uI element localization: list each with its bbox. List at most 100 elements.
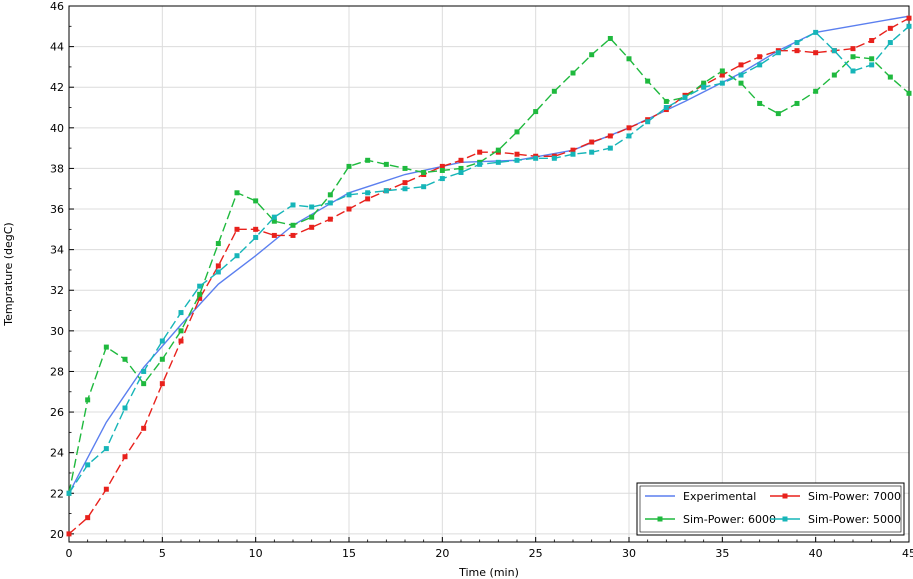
x-tick-label: 15: [342, 547, 356, 560]
data-point: [775, 50, 781, 56]
data-point: [439, 176, 445, 182]
data-point: [533, 155, 539, 161]
data-point: [365, 190, 371, 196]
data-point: [458, 169, 464, 175]
data-point: [253, 226, 259, 232]
data-point: [271, 232, 277, 238]
data-point: [365, 157, 371, 163]
data-point: [290, 202, 296, 208]
data-point: [589, 52, 595, 58]
y-tick-label: 26: [50, 406, 64, 419]
data-point: [290, 222, 296, 228]
x-tick-label: 5: [159, 547, 166, 560]
legend-label: Experimental: [683, 490, 756, 503]
data-point: [458, 157, 464, 163]
data-point: [626, 133, 632, 139]
data-point: [589, 139, 595, 145]
y-axis-title: Temprature (degC): [2, 222, 15, 326]
data-point: [197, 283, 203, 289]
series-sim-power-5000: [66, 23, 912, 496]
x-tick-label: 20: [435, 547, 449, 560]
x-tick-label: 35: [715, 547, 729, 560]
data-point: [178, 338, 184, 344]
data-point: [495, 159, 501, 165]
x-axis-ticks: 0 5 10 15 20 25 30 35 40 45: [66, 537, 913, 560]
data-point: [757, 62, 763, 68]
data-point: [103, 344, 109, 350]
data-point: [402, 180, 408, 186]
x-tick-label: 45: [902, 547, 913, 560]
data-point: [85, 397, 91, 403]
data-point: [159, 338, 165, 344]
x-tick-label: 0: [66, 547, 73, 560]
data-point: [141, 368, 147, 374]
data-point: [794, 48, 800, 54]
data-point: [738, 80, 744, 86]
y-tick-label: 44: [50, 41, 64, 54]
data-point: [607, 145, 613, 151]
legend-entry: Experimental: [645, 490, 756, 503]
data-point: [663, 105, 669, 111]
data-point: [551, 155, 557, 161]
data-point: [607, 133, 613, 139]
data-point: [346, 206, 352, 212]
legend-label: Sim-Power: 5000: [808, 513, 901, 526]
data-point: [719, 68, 725, 74]
data-point: [122, 454, 128, 460]
data-point: [103, 486, 109, 492]
x-tick-label: 10: [249, 547, 263, 560]
data-point: [234, 253, 240, 259]
data-point: [271, 214, 277, 220]
data-point: [253, 234, 259, 240]
data-point: [906, 90, 912, 96]
data-point: [383, 188, 389, 194]
data-point: [234, 190, 240, 196]
data-point: [757, 100, 763, 106]
data-point: [850, 68, 856, 74]
data-point: [234, 226, 240, 232]
series-experimental: [68, 15, 910, 494]
data-point: [645, 78, 651, 84]
data-point: [159, 381, 165, 387]
data-point: [514, 151, 520, 157]
data-point: [178, 328, 184, 334]
data-point: [178, 310, 184, 316]
data-point: [365, 196, 371, 202]
legend-entries: Experimental Sim-Power: 7000 Sim-Power: 60…: [645, 490, 901, 526]
data-point: [346, 192, 352, 198]
data-point: [887, 25, 893, 31]
data-point: [813, 50, 819, 56]
data-point: [439, 167, 445, 173]
data-point: [887, 74, 893, 80]
data-point: [869, 56, 875, 62]
y-tick-label: 46: [50, 0, 64, 13]
legend-entry: Sim-Power: 6000: [645, 513, 776, 526]
data-point: [794, 100, 800, 106]
series-line: [68, 37, 910, 494]
data-point: [719, 72, 725, 78]
y-tick-label: 40: [50, 122, 64, 135]
data-point: [906, 23, 912, 29]
data-point: [327, 200, 333, 206]
y-tick-label: 34: [50, 244, 64, 257]
data-point: [309, 204, 315, 210]
y-axis-ticks: 20 22 24 26 28 30 32 34 36 38 40 42 44 46: [50, 0, 74, 541]
legend-entry: Sim-Power: 5000: [770, 513, 901, 526]
data-point: [551, 88, 557, 94]
data-point: [66, 490, 72, 496]
data-point: [701, 80, 707, 86]
legend-marker: [657, 516, 663, 522]
data-point: [645, 119, 651, 125]
data-point: [850, 46, 856, 52]
x-axis-title: Time (min): [458, 566, 519, 579]
data-point: [85, 515, 91, 521]
data-point: [215, 241, 221, 247]
data-point: [309, 224, 315, 230]
data-point: [533, 109, 539, 115]
data-point: [477, 149, 483, 155]
data-point: [327, 192, 333, 198]
data-point: [141, 381, 147, 387]
series-line: [68, 17, 910, 535]
x-tick-label: 30: [622, 547, 636, 560]
data-point: [421, 169, 427, 175]
